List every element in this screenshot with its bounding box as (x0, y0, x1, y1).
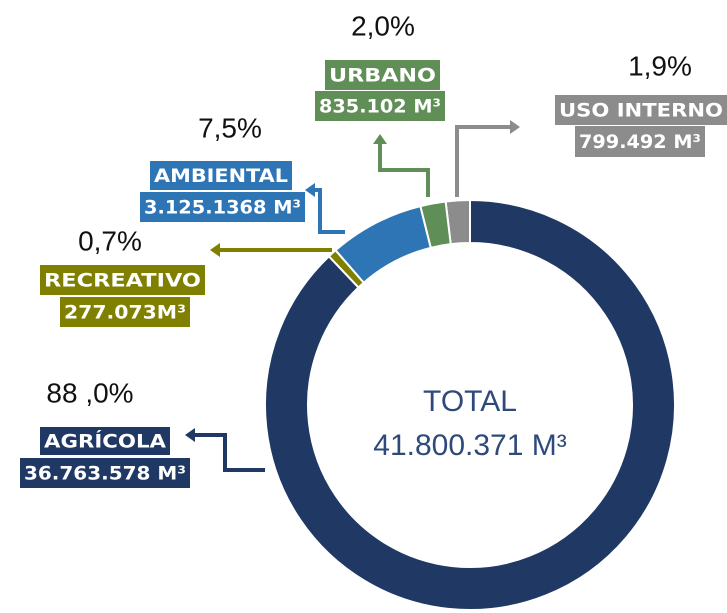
leader-line (378, 142, 430, 197)
percent-label: 88 ,0% (46, 377, 133, 408)
arrow-head (373, 134, 387, 144)
category-label: URBANO (329, 65, 436, 87)
donut-segment (334, 204, 432, 285)
leader-line (313, 188, 345, 234)
category-label: RECREATIVO (44, 270, 201, 292)
leader-line (192, 433, 265, 472)
label-box (40, 265, 205, 295)
label-box (325, 60, 440, 90)
volume-label: 3.125.1368 M³ (144, 197, 301, 219)
label-box (575, 126, 705, 157)
center-title: TOTAL (423, 385, 517, 418)
label-box (20, 458, 190, 488)
label-box (60, 297, 190, 327)
label-box (555, 95, 727, 125)
arrow-head (305, 183, 315, 197)
percent-label: 1,9% (628, 50, 692, 81)
arrow-head (510, 120, 520, 134)
arrow-head (210, 243, 220, 257)
labels: 88 ,0% AGRÍCOLA 36.763.578 M³ 0,7% RECREATIV… (20, 10, 727, 488)
arrow-head (185, 428, 195, 442)
label-box (140, 192, 305, 222)
percent-label: 0,7% (78, 225, 142, 256)
donut-segment (264, 198, 677, 611)
category-label: AGRÍCOLA (44, 430, 166, 453)
category-label: AMBIENTAL (154, 165, 288, 187)
leader-line (455, 125, 512, 197)
category-label: USO INTERNO (559, 100, 723, 122)
label-box (315, 91, 445, 121)
volume-label: 36.763.578 M³ (24, 463, 186, 485)
volume-label: 799.492 M³ (579, 131, 701, 153)
percent-label: 2,0% (351, 10, 415, 41)
center-value: 41.800.371 M³ (373, 429, 566, 462)
label-box (40, 427, 170, 455)
volume-label: 277.073M³ (64, 302, 186, 324)
percent-label: 7,5% (198, 112, 262, 143)
label-box (150, 161, 292, 190)
volume-label: 835.102 M³ (319, 96, 441, 118)
